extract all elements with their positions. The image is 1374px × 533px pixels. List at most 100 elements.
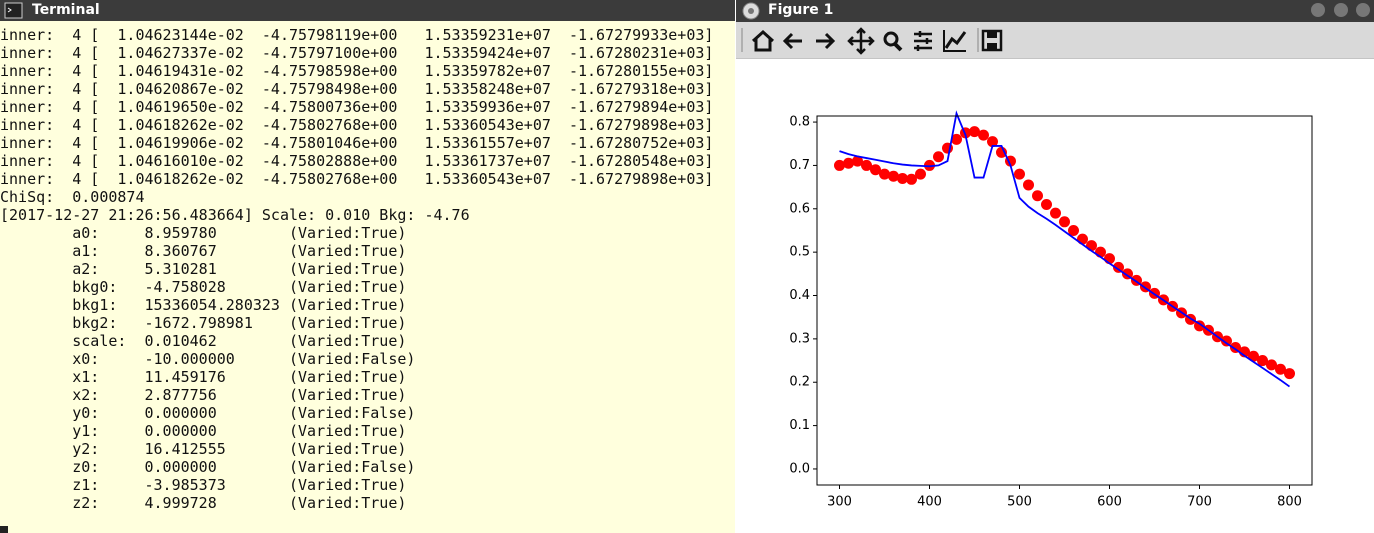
data-point	[915, 168, 926, 180]
close-button[interactable]	[1356, 3, 1370, 17]
data-point	[834, 159, 845, 171]
y-tick-label: 0.3	[789, 331, 810, 346]
x-tick-label: 400	[917, 495, 942, 510]
axes-frame	[816, 115, 1313, 486]
terminal-output: inner: 4 [ 1.04623144e-02 -4.75798119e+0…	[0, 26, 713, 512]
y-tick-label: 0.1	[789, 418, 810, 433]
terminal-line: x0: -10.000000 (Varied:False)	[0, 350, 416, 368]
back-button[interactable]	[782, 32, 802, 50]
y-tick-label: 0.8	[789, 115, 810, 130]
terminal-line: inner: 4 [ 1.04619650e-02 -4.75800736e+0…	[0, 98, 714, 116]
terminal-line: bkg1: 15336054.280323 (Varied:True)	[0, 296, 407, 314]
terminal-line: inner: 4 [ 1.04618262e-02 -4.75802768e+0…	[0, 116, 714, 134]
figure-icon	[742, 2, 760, 20]
terminal-line: a1: 8.360767 (Varied:True)	[0, 242, 407, 260]
x-tick-label: 800	[1277, 495, 1302, 510]
data-point	[1086, 240, 1097, 252]
x-tick-label: 500	[1007, 495, 1032, 510]
data-point	[879, 168, 890, 180]
y-tick-label: 0.2	[789, 375, 810, 390]
save-button[interactable]	[981, 29, 1003, 52]
maximize-button[interactable]	[1334, 3, 1348, 17]
x-tick-label: 700	[1187, 495, 1212, 510]
terminal-line: y0: 0.000000 (Varied:False)	[0, 404, 416, 422]
data-point	[1032, 190, 1043, 202]
data-point	[996, 146, 1007, 158]
home-button[interactable]	[751, 29, 775, 52]
x-tick-label: 300	[827, 495, 852, 510]
toolbar	[736, 22, 1374, 59]
x-tick-label: 600	[1097, 495, 1122, 510]
terminal-line: x1: 11.459176 (Varied:True)	[0, 368, 407, 386]
terminal-line: inner: 4 [ 1.04620867e-02 -4.75798498e+0…	[0, 80, 714, 98]
data-point	[1257, 355, 1268, 367]
terminal-line: bkg2: -1672.798981 (Varied:True)	[0, 314, 407, 332]
data-point	[1077, 233, 1088, 245]
terminal-line: a0: 8.959780 (Varied:True)	[0, 224, 407, 242]
data-point	[1068, 224, 1079, 236]
data-point	[870, 164, 881, 176]
terminal-line: ChiSq: 0.000874	[0, 188, 145, 206]
title-bar: Figure 1	[736, 0, 1374, 22]
y-tick-label: 0.5	[789, 245, 810, 260]
data-point	[1284, 368, 1295, 380]
terminal-line: [2017-12-27 21:26:56.483664] Scale: 0.01…	[0, 206, 470, 224]
zoom-button[interactable]	[883, 31, 903, 52]
forward-button[interactable]	[816, 32, 836, 50]
data-line	[839, 110, 1291, 388]
y-tick-label: 0.7	[789, 158, 810, 173]
terminal-window: Terminal inner: 4 [ 1.04623144e-02 -4.75…	[0, 0, 735, 533]
title-bar: Terminal	[0, 0, 735, 21]
data-point	[1041, 198, 1052, 210]
terminal-line: z1: -3.985373 (Varied:True)	[0, 476, 407, 494]
data-point	[888, 170, 899, 182]
terminal-line: inner: 4 [ 1.04623144e-02 -4.75798119e+0…	[0, 26, 714, 44]
terminal-line: inner: 4 [ 1.04619906e-02 -4.75801046e+0…	[0, 134, 714, 152]
y-tick-label: 0.0	[789, 461, 810, 476]
figure-window: Figure 1 300 400 500 600 700 800 0.0 0.1 0.2 0.3 0…	[736, 0, 1374, 533]
edit-axes-button[interactable]	[943, 30, 967, 52]
data-point	[861, 159, 872, 171]
terminal-line: bkg0: -4.758028 (Varied:True)	[0, 278, 407, 296]
window-buttons[interactable]	[1304, 0, 1374, 22]
terminal-line: z0: 0.000000 (Varied:False)	[0, 458, 416, 476]
data-point	[933, 151, 944, 163]
minimize-button[interactable]	[1311, 3, 1325, 17]
data-point	[1023, 179, 1034, 191]
data-point	[843, 157, 854, 169]
terminal-line: inner: 4 [ 1.04627337e-02 -4.75797100e+0…	[0, 44, 714, 62]
data-point	[906, 173, 917, 185]
data-point	[969, 126, 980, 138]
pan-button[interactable]	[847, 27, 875, 55]
data-point	[1266, 359, 1277, 371]
terminal-line: inner: 4 [ 1.04618262e-02 -4.75802768e+0…	[0, 170, 714, 188]
terminal-line: z2: 4.999728 (Varied:True)	[0, 494, 407, 512]
data-point	[1113, 261, 1124, 273]
data-point	[951, 133, 962, 145]
toolbar-icons	[741, 27, 1003, 55]
chart: 300 400 500 600 700 800 0.0 0.1 0.2 0.3 0.4 0.5 0.6 0…	[789, 110, 1313, 510]
terminal-icon	[4, 2, 23, 19]
data-point	[897, 172, 908, 184]
subplots-button[interactable]	[914, 31, 932, 51]
terminal-line: scale: 0.010462 (Varied:True)	[0, 332, 407, 350]
terminal-line: inner: 4 [ 1.04619431e-02 -4.75798598e+0…	[0, 62, 714, 80]
terminal-line: x2: 2.877756 (Varied:True)	[0, 386, 407, 404]
data-point	[852, 155, 863, 167]
y-tick-label: 0.4	[789, 288, 810, 303]
window-title: Figure 1	[768, 2, 834, 18]
data-point	[1275, 363, 1286, 375]
terminal-line: inner: 4 [ 1.04616010e-02 -4.75802888e+0…	[0, 152, 714, 170]
data-point	[978, 129, 989, 141]
cursor	[0, 526, 8, 533]
data-point	[1050, 207, 1061, 219]
data-point	[1059, 216, 1070, 228]
window-title: Terminal	[32, 2, 100, 18]
terminal-line: a2: 5.310281 (Varied:True)	[0, 260, 407, 278]
terminal-line: y1: 0.000000 (Varied:True)	[0, 422, 407, 440]
data-point	[1014, 168, 1025, 180]
data-point	[1221, 335, 1232, 347]
y-tick-label: 0.6	[789, 201, 810, 216]
terminal-line: y2: 16.412555 (Varied:True)	[0, 440, 407, 458]
